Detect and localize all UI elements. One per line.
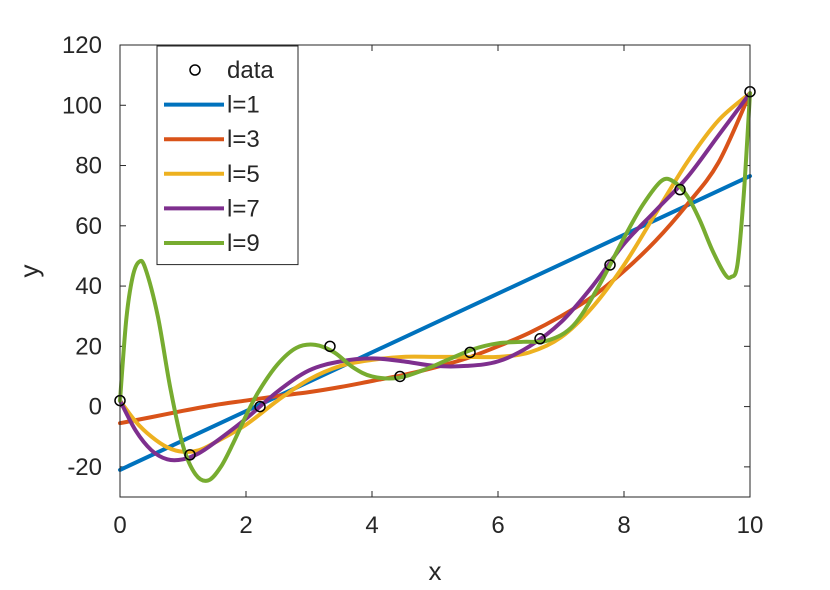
legend-label: l=5 bbox=[227, 161, 260, 188]
data-point bbox=[184, 449, 196, 461]
legend-box bbox=[156, 45, 299, 266]
legend-label: l=3 bbox=[227, 126, 260, 153]
x-tick-label: 4 bbox=[365, 512, 378, 539]
data-point bbox=[394, 370, 406, 383]
series-line-l1 bbox=[118, 174, 752, 472]
y-tick-label: 20 bbox=[75, 333, 102, 360]
x-tick-label: 8 bbox=[617, 512, 630, 539]
x-tick-label: 10 bbox=[737, 512, 764, 539]
data-point bbox=[254, 400, 266, 413]
x-axis-label: x bbox=[429, 556, 442, 586]
y-tick-label: 40 bbox=[75, 273, 102, 300]
data-point bbox=[464, 346, 476, 359]
y-axis-label: y bbox=[14, 265, 44, 278]
y-tick-label: 60 bbox=[75, 213, 102, 240]
y-axis-ticks: -20 0 20 40 60 80 100 120 bbox=[62, 32, 750, 481]
data-point bbox=[674, 183, 686, 196]
x-tick-label: 6 bbox=[491, 512, 504, 539]
x-tick-label: 2 bbox=[239, 512, 252, 539]
y-tick-label: 100 bbox=[62, 92, 102, 119]
legend: data l=1 l=3 l=5 l=7 l=9 bbox=[156, 45, 299, 266]
plot-frame bbox=[119, 44, 751, 498]
legend-label: l=7 bbox=[227, 195, 260, 222]
y-tick-label: 80 bbox=[75, 153, 102, 180]
data-point bbox=[604, 259, 616, 271]
data-point bbox=[534, 333, 546, 345]
legend-label: data bbox=[227, 57, 274, 84]
series-line-l7 bbox=[118, 91, 752, 463]
legend-marker-data bbox=[189, 64, 201, 76]
series-line-l9 bbox=[118, 91, 752, 483]
legend-label: l=9 bbox=[227, 230, 260, 257]
y-tick-label: -20 bbox=[67, 454, 102, 481]
y-tick-label: 0 bbox=[89, 394, 102, 421]
x-tick-label: 0 bbox=[113, 512, 126, 539]
series-layer bbox=[118, 91, 752, 483]
legend-label: l=1 bbox=[227, 92, 260, 119]
data-point bbox=[324, 340, 336, 353]
y-tick-label: 120 bbox=[62, 32, 102, 59]
